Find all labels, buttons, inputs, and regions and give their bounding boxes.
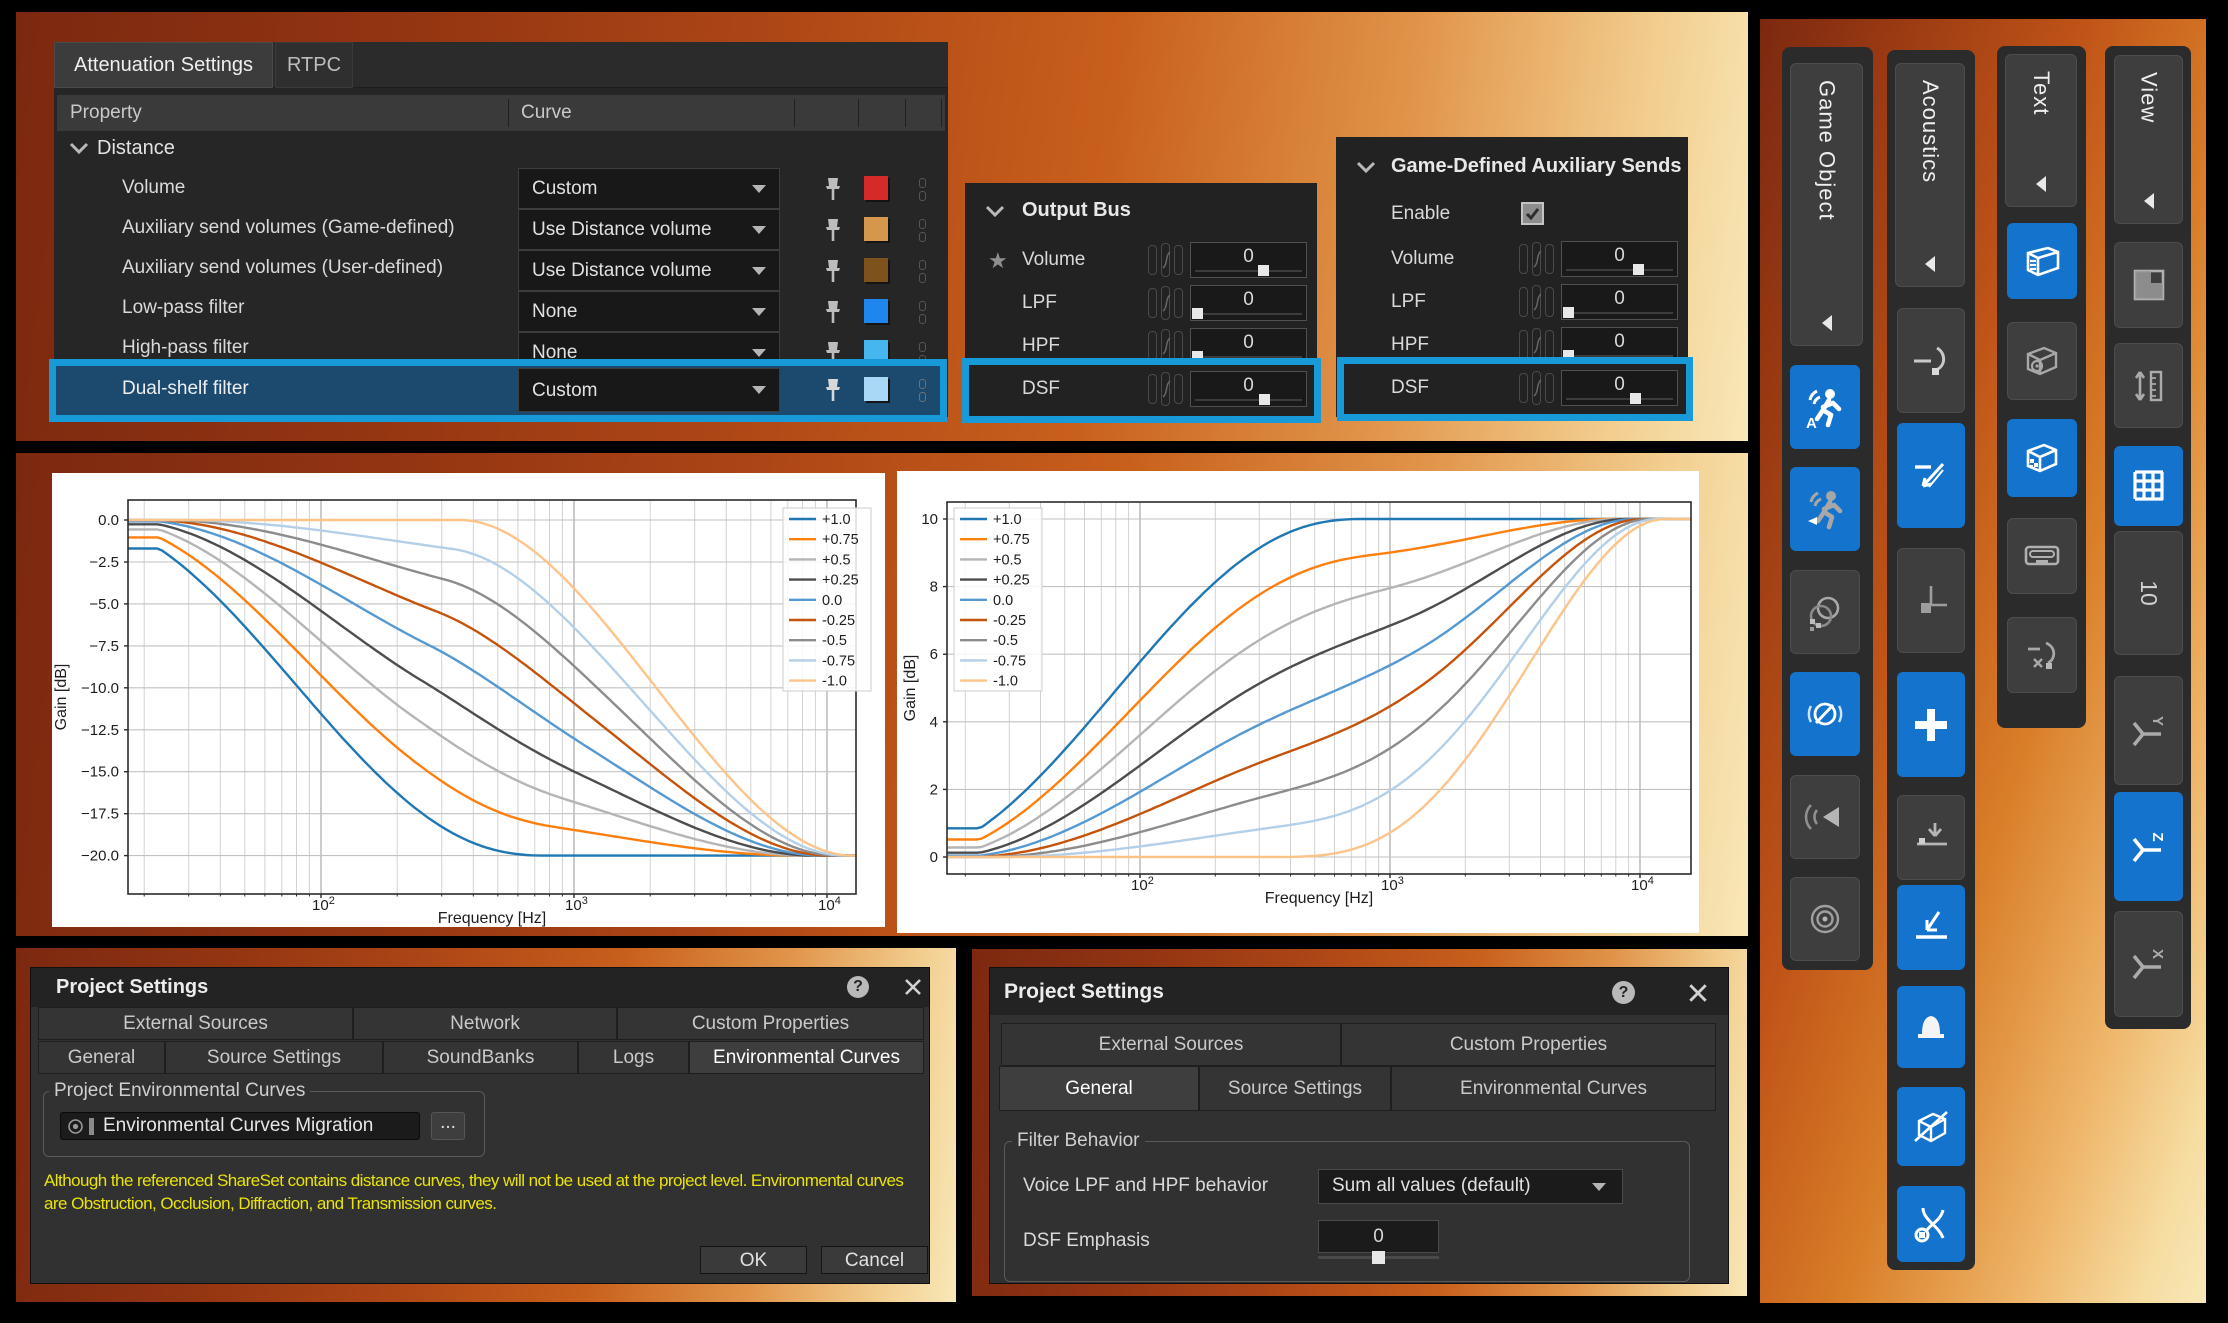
svg-text:+0.25: +0.25 <box>822 573 859 589</box>
svg-text:-1.0: -1.0 <box>822 674 847 690</box>
svg-text:Gain [dB]: Gain [dB] <box>53 664 70 731</box>
svg-text:Frequency [Hz]: Frequency [Hz] <box>438 910 546 927</box>
svg-text:4: 4 <box>930 714 938 731</box>
svg-text:−17.5: −17.5 <box>81 806 119 823</box>
svg-text:−20.0: −20.0 <box>81 848 119 865</box>
svg-text:0.0: 0.0 <box>98 512 119 529</box>
svg-text:−10.0: −10.0 <box>81 680 119 697</box>
svg-text:−7.5: −7.5 <box>89 638 119 655</box>
svg-text:0.0: 0.0 <box>822 593 842 609</box>
svg-text:8: 8 <box>930 579 938 596</box>
svg-text:Z: Z <box>2149 832 2166 841</box>
svg-text:+1.0: +1.0 <box>822 512 851 528</box>
svg-text:Gain [dB]: Gain [dB] <box>902 655 919 722</box>
svg-text:−12.5: −12.5 <box>81 722 119 739</box>
svg-text:−5.0: −5.0 <box>89 596 119 613</box>
svg-text:+1.0: +1.0 <box>993 512 1022 528</box>
svg-text:0.0: 0.0 <box>993 593 1013 609</box>
svg-text:6: 6 <box>930 646 938 663</box>
svg-text:-0.75: -0.75 <box>993 653 1026 669</box>
svg-text:10: 10 <box>2136 580 2162 606</box>
svg-text:Frequency [Hz]: Frequency [Hz] <box>1265 890 1373 907</box>
svg-text:-0.25: -0.25 <box>993 613 1026 629</box>
svg-text:−2.5: −2.5 <box>89 554 119 571</box>
svg-text:+0.5: +0.5 <box>993 552 1022 568</box>
svg-text:10: 10 <box>921 511 938 528</box>
svg-text:−15.0: −15.0 <box>81 764 119 781</box>
svg-text:Y: Y <box>2149 715 2166 725</box>
svg-text:A: A <box>1806 415 1817 429</box>
svg-text:-0.25: -0.25 <box>822 613 855 629</box>
svg-text:-0.75: -0.75 <box>822 653 855 669</box>
svg-text:+0.75: +0.75 <box>822 532 859 548</box>
svg-text:0: 0 <box>930 849 938 866</box>
svg-text:2: 2 <box>930 781 938 798</box>
svg-text:X: X <box>2149 949 2166 959</box>
svg-text:+0.25: +0.25 <box>993 573 1030 589</box>
svg-text:-0.5: -0.5 <box>993 633 1018 649</box>
svg-text:+0.75: +0.75 <box>993 532 1030 548</box>
svg-text:-0.5: -0.5 <box>822 633 847 649</box>
svg-text:-1.0: -1.0 <box>993 674 1018 690</box>
svg-text:+0.5: +0.5 <box>822 552 851 568</box>
